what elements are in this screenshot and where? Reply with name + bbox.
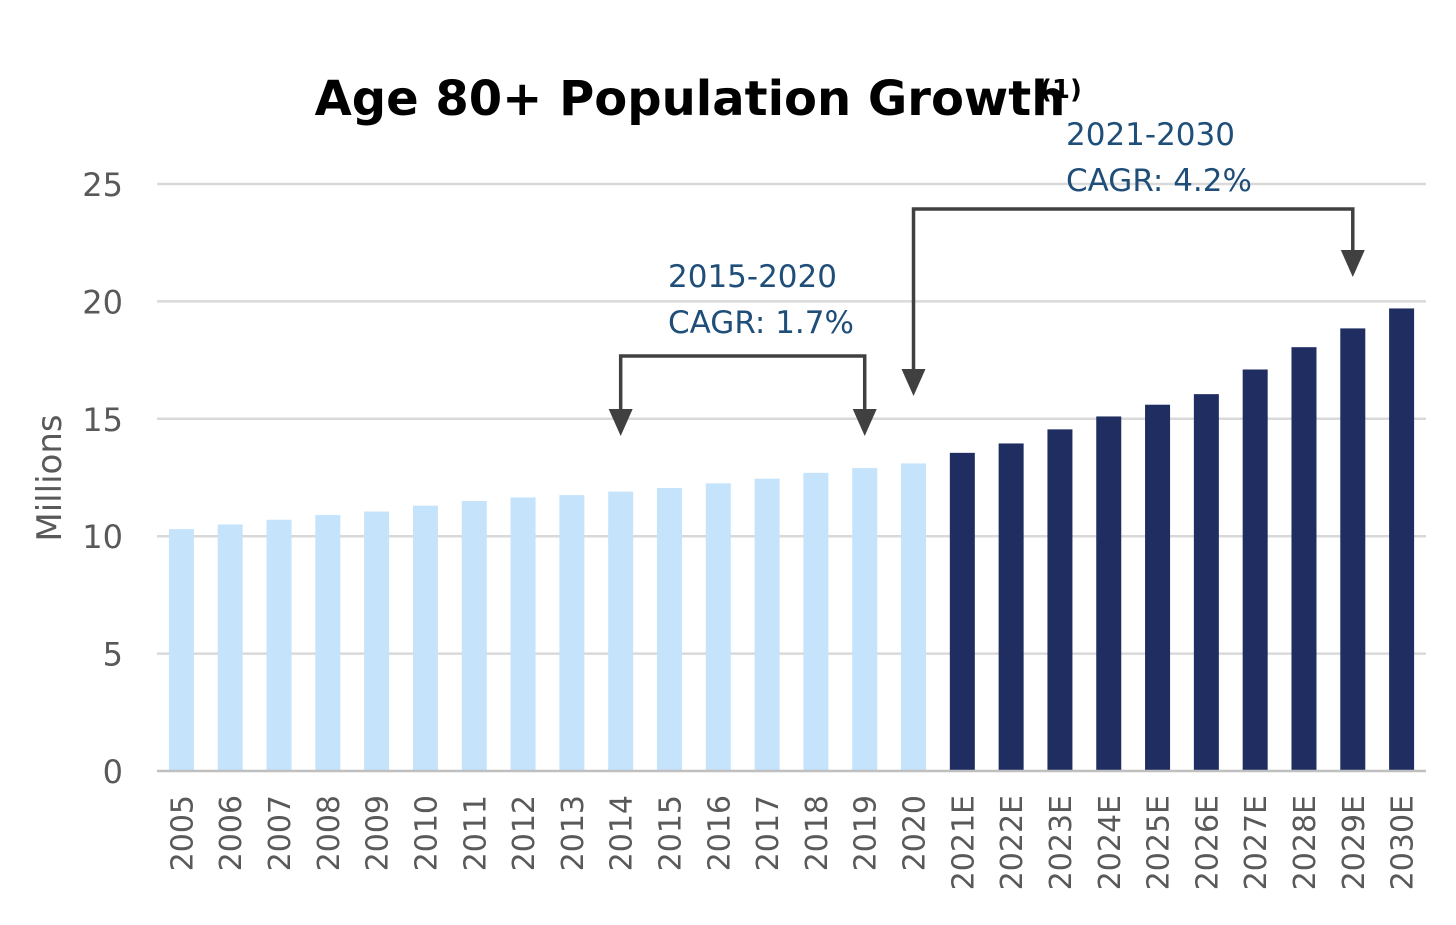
bar — [559, 495, 585, 771]
x-tick-label: 2028E — [1288, 795, 1323, 890]
x-tick-label: 2013 — [556, 795, 591, 871]
x-tick-label: 2022E — [995, 795, 1030, 890]
x-tick-label: 2029E — [1337, 795, 1372, 890]
bar — [461, 500, 487, 771]
x-tick-label: 2019 — [849, 795, 884, 871]
arrow-head — [1340, 250, 1365, 277]
bar — [998, 443, 1024, 771]
bar — [608, 491, 634, 771]
bar — [1047, 429, 1073, 771]
bar — [1193, 394, 1219, 771]
arrow-head — [901, 369, 926, 396]
bar — [217, 524, 243, 771]
x-tick-label: 2014 — [605, 795, 640, 871]
bar — [1096, 416, 1122, 771]
bar — [364, 511, 390, 771]
bracket-line — [911, 207, 1355, 376]
bar — [901, 463, 927, 771]
y-tick-label: 15 — [82, 401, 123, 439]
x-tick-label: 2030E — [1386, 795, 1421, 890]
y-tick-label: 5 — [103, 636, 123, 674]
x-tick-label: 2006 — [214, 795, 249, 871]
x-axis-ticks: 2005 2006 2007 2008 2009 2010 2011 2012 2013 2014… — [165, 795, 1420, 890]
annotation-label-period: 2015-2020 — [668, 259, 837, 295]
x-tick-label: 2015 — [653, 795, 688, 871]
arrow-head — [608, 409, 633, 436]
bar — [510, 497, 536, 771]
bar — [412, 505, 438, 771]
cagr-annotations: 2015-2020 CAGR: 1.7% 2021-2030 CAGR: 4.2% — [608, 117, 1365, 436]
x-tick-label: 2007 — [263, 795, 298, 871]
x-tick-label: 2008 — [312, 795, 347, 871]
x-tick-label: 2018 — [800, 795, 835, 871]
bar — [852, 468, 878, 771]
bar — [1389, 308, 1415, 771]
arrow-head — [852, 409, 877, 436]
chart-title: Age 80+ Population Growth — [315, 71, 1066, 127]
y-tick-label: 0 — [103, 753, 123, 791]
bar — [949, 452, 975, 771]
x-tick-label: 2025E — [1142, 795, 1177, 890]
y-tick-label: 10 — [82, 518, 123, 556]
bars — [168, 308, 1415, 771]
x-tick-label: 2027E — [1239, 795, 1274, 890]
bar — [1242, 369, 1268, 771]
bracket-line — [618, 354, 867, 416]
x-tick-label: 2005 — [165, 795, 200, 871]
annotation-label-period: 2021-2030 — [1066, 117, 1235, 153]
y-axis-label: Millions — [30, 414, 70, 541]
x-tick-label: 2017 — [751, 795, 786, 871]
chart-title-superscript: (1) — [1040, 75, 1082, 105]
bar — [315, 515, 341, 771]
x-tick-label: 2021E — [946, 795, 981, 890]
bar — [266, 519, 292, 771]
x-tick-label: 2016 — [702, 795, 737, 871]
y-tick-label: 20 — [82, 283, 123, 321]
y-axis-ticks: 0 5 10 15 20 25 — [82, 166, 123, 791]
x-tick-label: 2011 — [458, 795, 493, 871]
bar — [1340, 328, 1366, 771]
x-tick-label: 2023E — [1044, 795, 1079, 890]
bar — [1291, 347, 1317, 771]
x-tick-label: 2009 — [361, 795, 396, 871]
bar — [168, 529, 194, 771]
bar — [803, 472, 829, 771]
gridlines — [157, 182, 1426, 655]
x-tick-label: 2024E — [1093, 795, 1128, 890]
x-tick-label: 2012 — [507, 795, 542, 871]
bar — [705, 483, 731, 771]
bar — [656, 488, 682, 771]
annotation-label-cagr: CAGR: 4.2% — [1066, 163, 1252, 199]
x-tick-label: 2026E — [1190, 795, 1225, 890]
bar — [1145, 404, 1171, 771]
x-tick-label: 2010 — [409, 795, 444, 871]
y-tick-label: 25 — [82, 166, 123, 204]
annotation-label-cagr: CAGR: 1.7% — [668, 305, 854, 341]
bar — [754, 478, 780, 771]
x-tick-label: 2020 — [898, 795, 933, 871]
